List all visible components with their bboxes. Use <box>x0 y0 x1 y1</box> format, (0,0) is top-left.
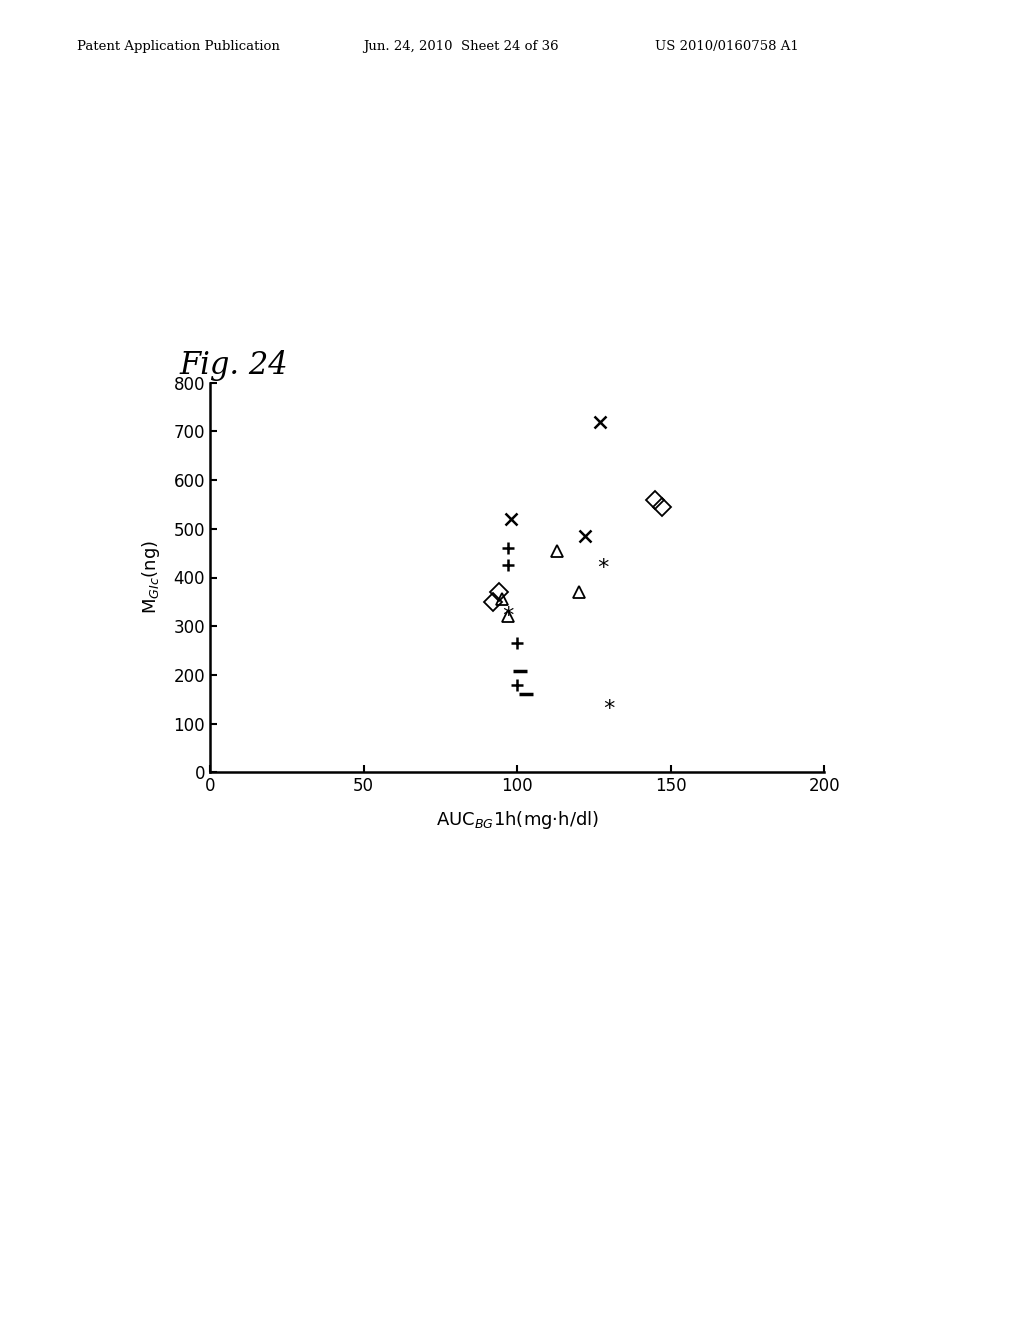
Text: Patent Application Publication: Patent Application Publication <box>77 40 280 53</box>
Text: US 2010/0160758 A1: US 2010/0160758 A1 <box>655 40 799 53</box>
Y-axis label: M$_{GIc}$(ng): M$_{GIc}$(ng) <box>140 540 163 615</box>
Text: *: * <box>501 606 515 627</box>
Text: Fig. 24: Fig. 24 <box>179 350 288 380</box>
Text: *: * <box>602 698 616 719</box>
Text: Jun. 24, 2010  Sheet 24 of 36: Jun. 24, 2010 Sheet 24 of 36 <box>364 40 559 53</box>
Text: *: * <box>596 558 610 578</box>
X-axis label: AUC$_{BG}$1h(mg·h/dl): AUC$_{BG}$1h(mg·h/dl) <box>435 809 599 832</box>
